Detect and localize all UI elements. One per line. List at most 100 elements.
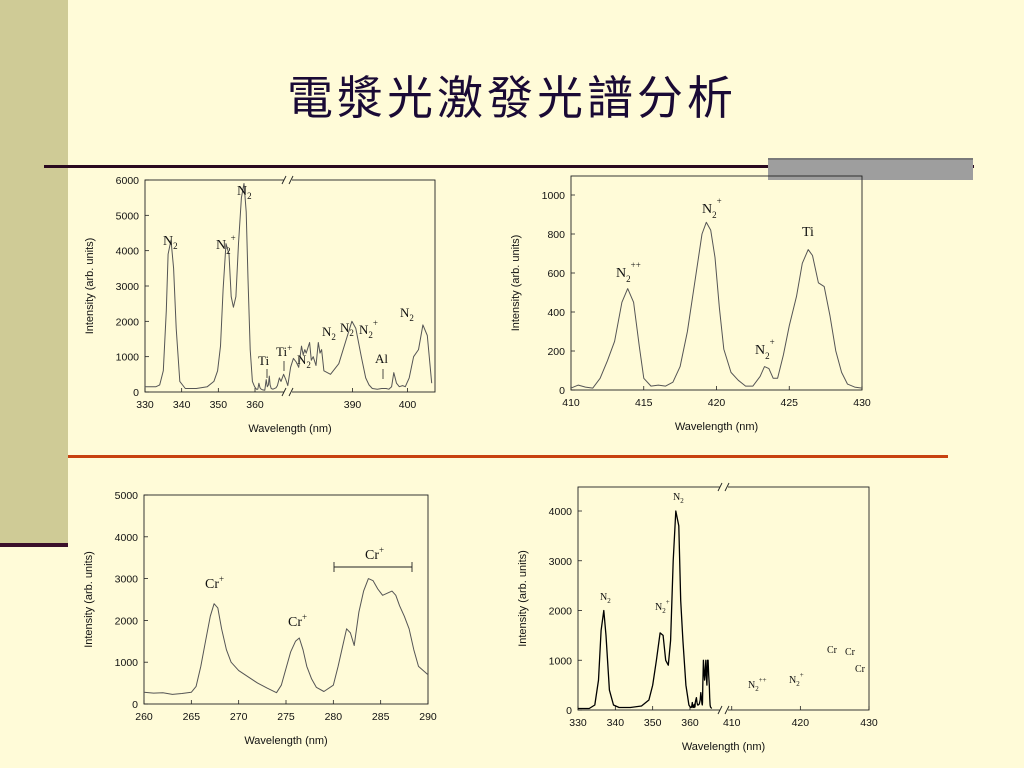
peak-label-cr: Cr xyxy=(845,647,856,658)
chart-body: 0 1000 2000 3000 4000 5000 260 265 270 275 280 285 2… xyxy=(83,490,437,747)
left-decor-bar-edge xyxy=(0,543,68,547)
y-tick-label: 3000 xyxy=(115,574,139,586)
left-decor-bar xyxy=(0,0,68,545)
x-tick-label: 340 xyxy=(607,717,625,729)
slide-title: 電漿光激發光譜分析 xyxy=(287,71,737,125)
x-tick-label: 275 xyxy=(277,711,295,723)
x-tick-label: 415 xyxy=(635,397,653,409)
peak-label-cr: Cr xyxy=(855,664,866,675)
y-tick-label: 4000 xyxy=(115,532,139,544)
x-tick-label: 400 xyxy=(399,399,417,411)
peak-label-ti-plus: Ti+ xyxy=(276,343,292,359)
x-tick-label: 350 xyxy=(644,717,662,729)
y-axis-label: Intensity (arb. units) xyxy=(517,550,529,647)
x-tick-label: 410 xyxy=(723,717,741,729)
annotations: N2++ N2+ N2+ Ti xyxy=(616,196,814,361)
x-axis-label: Wavelength (nm) xyxy=(682,741,765,753)
peak-label-n2: N2 xyxy=(340,320,354,338)
axis-break-mark xyxy=(724,705,730,715)
peak-label-n2-double-plus: N2++ xyxy=(616,260,641,284)
y-tick-label: 3000 xyxy=(116,281,140,293)
y-tick-label: 4000 xyxy=(116,246,140,258)
x-tick-label: 285 xyxy=(372,711,390,723)
x-tick-label: 350 xyxy=(210,399,228,411)
x-tick-label: 430 xyxy=(853,397,871,409)
y-tick-label: 1000 xyxy=(542,190,566,202)
y-tick-label: 800 xyxy=(547,229,565,241)
y-axis-label: Intensity (arb. units) xyxy=(84,238,96,335)
x-tick-label: 260 xyxy=(135,711,153,723)
y-tick-label: 2000 xyxy=(115,615,139,627)
y-tick-label: 5000 xyxy=(115,490,139,502)
chart-body: 0 1000 2000 3000 4000 5000 6000 330 340 350 360 390… xyxy=(84,175,436,435)
y-tick-label: 600 xyxy=(547,268,565,280)
x-tick-label: 420 xyxy=(792,717,810,729)
peak-label-n2-plus: N2+ xyxy=(216,233,236,256)
peak-label-n2: N2 xyxy=(673,492,684,505)
axis-break-mark xyxy=(288,387,294,397)
peak-label-n2: N2 xyxy=(600,592,611,605)
plot-frame xyxy=(577,486,870,711)
spectrum-line xyxy=(145,183,433,391)
y-tick-label: 0 xyxy=(566,705,572,717)
peak-label-ti: Ti xyxy=(258,353,269,368)
axis-break-mark xyxy=(717,482,723,492)
peak-label-cr-plus: Cr+ xyxy=(205,574,224,592)
chart-body: 0 1000 2000 3000 4000 330 340 350 360 410 420 430 Wa… xyxy=(517,482,878,753)
axis-break-mark xyxy=(281,387,287,397)
peak-label-n2-plus: N2+ xyxy=(702,196,722,220)
x-tick-label: 390 xyxy=(344,399,362,411)
middle-rule xyxy=(68,455,948,458)
x-axis-label: Wavelength (nm) xyxy=(248,423,331,435)
axis-break-gap xyxy=(720,708,728,712)
y-axis-label: Intensity (arb. units) xyxy=(83,551,95,648)
y-axis-label: Intensity (arb. units) xyxy=(510,235,522,332)
axis-break-gap xyxy=(720,485,728,489)
x-axis-label: Wavelength (nm) xyxy=(675,421,758,433)
peak-label-n2-plus: N2+ xyxy=(789,671,804,688)
y-tick-label: 6000 xyxy=(116,175,140,187)
peak-label-n2: N2 xyxy=(297,352,311,370)
y-tick-label: 0 xyxy=(133,387,139,399)
y-tick-label: 0 xyxy=(559,385,565,397)
x-tick-label: 290 xyxy=(419,711,437,723)
peak-label-al: Al xyxy=(375,351,388,366)
spectrum-line xyxy=(570,221,863,389)
x-tick-label: 280 xyxy=(325,711,343,723)
y-tick-label: 1000 xyxy=(116,352,140,364)
peak-label-cr: Cr xyxy=(827,645,838,656)
y-tick-label: 2000 xyxy=(116,316,140,328)
title-accent-box xyxy=(768,158,973,180)
x-tick-label: 330 xyxy=(569,717,587,729)
spectrum-line xyxy=(578,510,713,710)
x-tick-label: 330 xyxy=(136,399,154,411)
peak-label-n2-plus: N2+ xyxy=(359,318,378,340)
peak-label-cr-plus: Cr+ xyxy=(288,612,307,630)
peak-label-cr-plus: Cr+ xyxy=(365,545,384,563)
x-tick-label: 420 xyxy=(708,397,726,409)
annotations: Cr+ Cr+ Cr+ xyxy=(205,545,413,630)
peak-label-ti: Ti xyxy=(802,225,814,240)
peak-label-n2: N2 xyxy=(322,324,336,342)
peak-label-n2: N2 xyxy=(237,184,252,201)
peak-label-n2: N2 xyxy=(163,234,178,251)
annotations: N2 N2 N2+ N2++ N2+ Cr Cr Cr xyxy=(600,492,866,693)
y-tick-label: 2000 xyxy=(549,606,573,618)
y-tick-label: 3000 xyxy=(549,556,573,568)
axis-break-gap xyxy=(284,390,292,394)
y-tick-label: 4000 xyxy=(549,506,573,518)
y-tick-label: 1000 xyxy=(549,655,573,667)
axis-break-gap xyxy=(284,178,292,182)
axis-break-mark xyxy=(281,175,287,185)
y-tick-label: 5000 xyxy=(116,210,140,222)
peak-label-n2-double-plus: N2++ xyxy=(748,676,767,693)
axis-break-mark xyxy=(717,705,723,715)
y-tick-label: 1000 xyxy=(115,657,139,669)
title-rule xyxy=(44,165,974,168)
annotations: N2 N2 N2+ Ti Ti+ N2 N2 N2 N2+ Al N2 xyxy=(163,184,414,379)
x-tick-label: 265 xyxy=(183,711,201,723)
